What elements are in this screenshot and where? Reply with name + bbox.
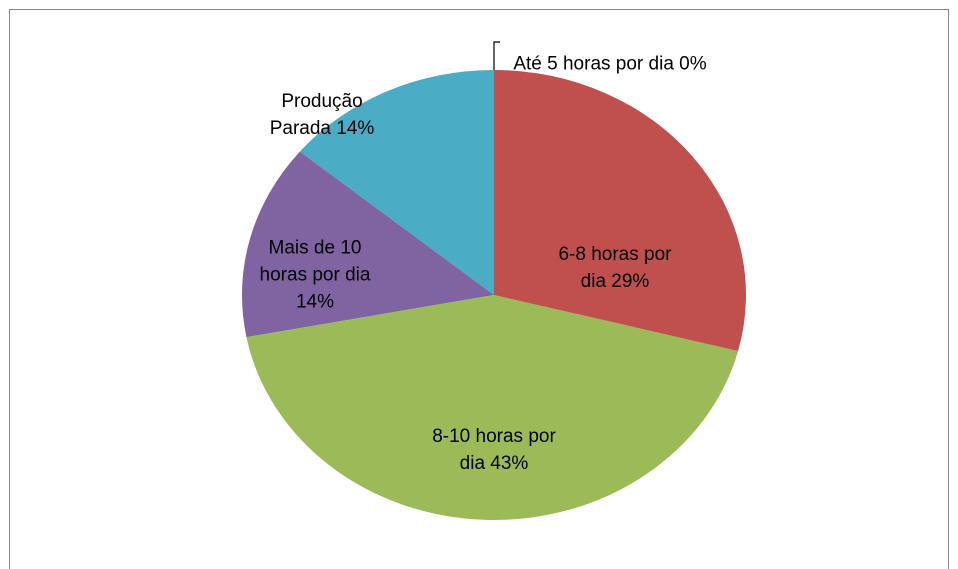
pie-slice [494, 70, 747, 351]
chart-border [9, 9, 949, 569]
category-label: Até 5 horas por dia [513, 53, 674, 75]
pie-slice [241, 151, 494, 338]
value-label: 14% [336, 118, 375, 139]
leader-line [493, 41, 500, 70]
category-label: Produção Parada [269, 91, 363, 139]
value-label: 0% [679, 53, 707, 75]
value-label: 14% [295, 291, 335, 313]
value-label: 29% [611, 271, 650, 292]
data-label: Produção Parada 14% [257, 88, 387, 142]
category-label: 8-10 horas por dia [432, 426, 556, 474]
data-label: Até 5 horas por dia 0% [510, 51, 710, 78]
category-label: 6-8 horas por dia [558, 244, 672, 292]
data-label: 8-10 horas por dia 43% [419, 423, 569, 477]
value-label: 43% [490, 453, 529, 474]
pie-slice [246, 295, 739, 521]
pie-slice [299, 70, 494, 295]
data-label: 6-8 horas por dia 29% [550, 241, 680, 295]
category-label: Mais de 10 horas por dia [259, 237, 371, 286]
data-label: Mais de 10 horas por dia 14% [258, 235, 373, 316]
